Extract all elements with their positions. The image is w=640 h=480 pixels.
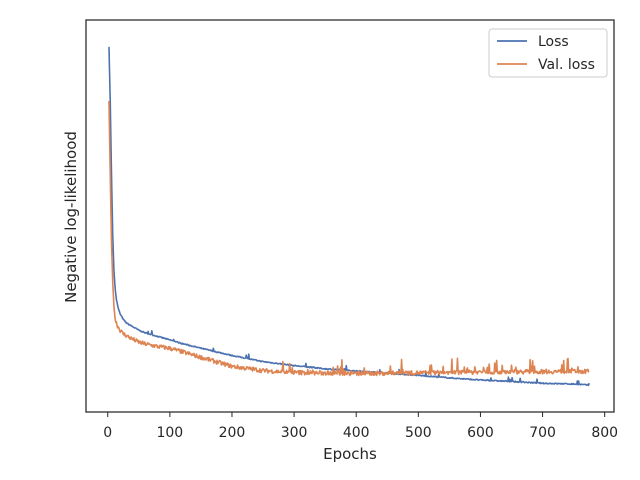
x-tick-label: 100: [156, 425, 183, 441]
series-lines: [108, 46, 590, 387]
x-tick-label: 800: [591, 425, 618, 441]
x-axis-ticks: 0 100 200 300 400 500 600 700 800: [103, 412, 618, 441]
legend-label-loss: Loss: [538, 34, 569, 50]
x-tick-label: 500: [405, 425, 432, 441]
x-tick-label: 300: [281, 425, 308, 441]
x-axis-label: Epochs: [323, 445, 377, 463]
x-tick-label: 400: [343, 425, 370, 441]
x-tick-label: 0: [103, 425, 112, 441]
plot-frame: [85, 19, 615, 413]
series-loss-line: [108, 46, 590, 387]
x-tick-label: 200: [219, 425, 246, 441]
y-axis-label: Negative log-likelihood: [62, 131, 80, 303]
series-val-loss-line: [108, 100, 590, 377]
x-tick-label: 600: [467, 425, 494, 441]
legend: Loss Val. loss: [488, 28, 608, 78]
legend-label-val-loss: Val. loss: [538, 57, 595, 73]
x-tick-label: 700: [529, 425, 556, 441]
